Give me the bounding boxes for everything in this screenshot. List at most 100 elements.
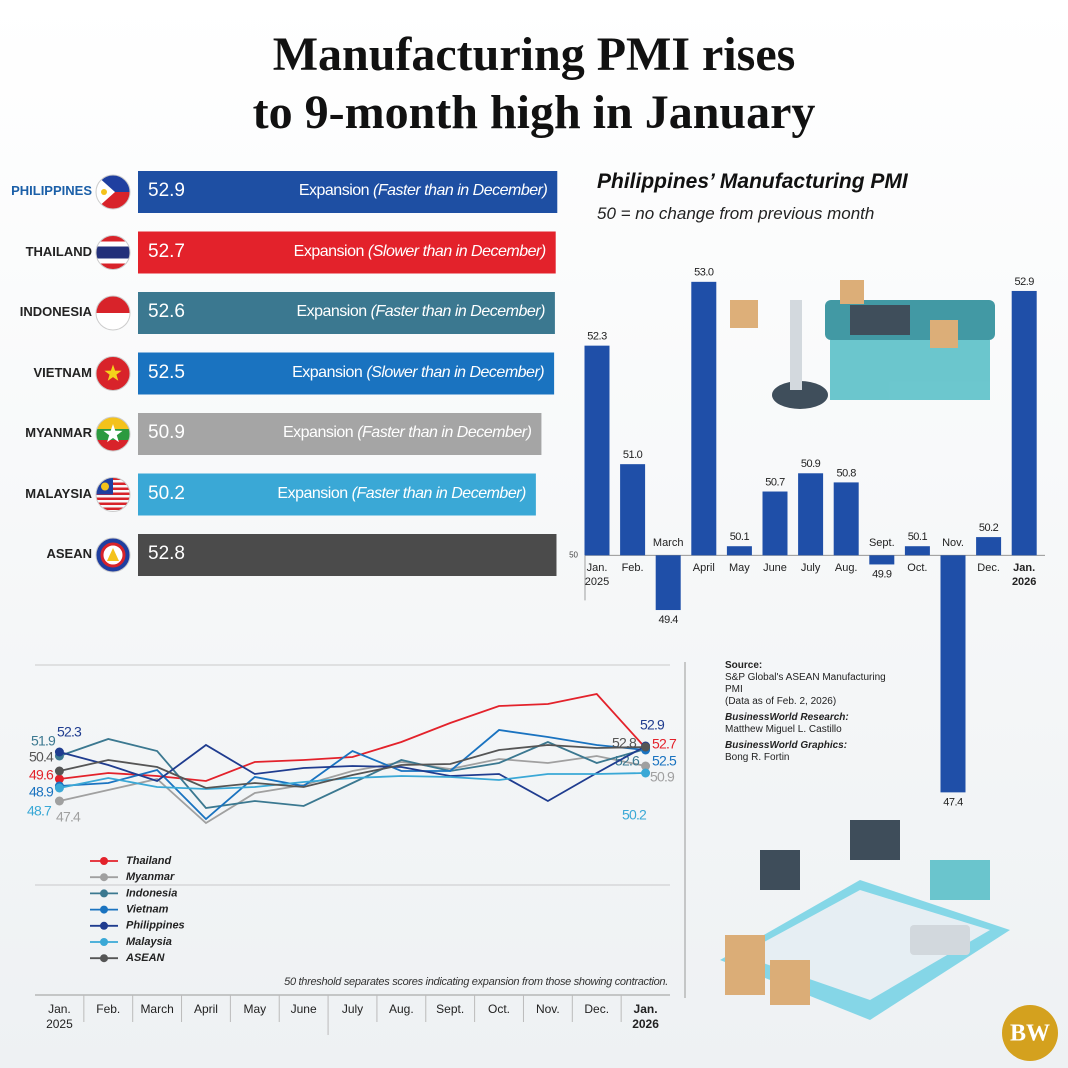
credit-research-label: BusinessWorld Research: — [725, 712, 849, 723]
comparison: (Faster than in December) — [373, 182, 548, 199]
x-tick-label: June — [763, 562, 787, 575]
country-name: VIETNAM — [33, 364, 93, 380]
status-text: Expansion (Slower than in December) — [138, 363, 545, 382]
flag-emblem — [107, 548, 119, 561]
country-name: MALAYSIA — [25, 485, 92, 501]
x-tick-label: March — [140, 1002, 174, 1016]
flag-border — [95, 356, 131, 391]
chart-subtitle: 50 = no change from previous month — [597, 204, 875, 223]
series-line — [59, 772, 646, 790]
bar — [869, 555, 895, 565]
end-label: 49.6 — [29, 767, 54, 783]
x-tick-label: Jan. 2026 — [1011, 562, 1037, 589]
country-name: MYANMAR — [25, 425, 92, 440]
x-tick-label: July — [341, 1002, 364, 1016]
end-label: 50.9 — [650, 769, 675, 785]
end-dot — [54, 747, 64, 757]
value-label: 50.8 — [836, 467, 856, 479]
value-label: 50.1 — [730, 531, 750, 543]
value-label: 53.0 — [694, 267, 714, 279]
end-label: 52.6 — [615, 753, 640, 769]
flag-star — [103, 424, 123, 443]
country-bar — [138, 413, 542, 455]
country-bar — [138, 534, 557, 576]
x-tick-label: Oct. — [907, 562, 928, 575]
legend-label: ASEAN — [125, 952, 166, 964]
flag-border — [95, 537, 131, 573]
series-line — [59, 743, 647, 803]
end-label: 51.9 — [31, 733, 56, 749]
value-label: 49.4 — [658, 614, 678, 626]
legend-label: Myanmar — [126, 871, 175, 883]
country-name: ASEAN — [46, 546, 92, 561]
value-label: 51.0 — [623, 449, 643, 461]
end-dot — [641, 768, 651, 778]
flag — [96, 538, 130, 572]
status: Expansion — [277, 484, 348, 502]
end-dot — [641, 761, 651, 771]
end-label: 52.3 — [57, 724, 82, 740]
value-label: 52.6 — [148, 301, 185, 322]
x-tick-label: Aug. — [834, 562, 858, 575]
bar — [1011, 290, 1037, 556]
x-tick-label: Nov. — [535, 1002, 560, 1016]
flag-border — [95, 416, 131, 452]
end-dot — [54, 766, 64, 776]
x-tick-label: Sept. — [868, 537, 895, 550]
end-label: 47.4 — [56, 809, 81, 825]
flag-part — [96, 497, 130, 500]
bar — [762, 491, 788, 556]
credits: Source: S&P Global's ASEAN Manufacturing … — [725, 660, 895, 764]
legend-label: Philippines — [126, 920, 185, 932]
value-label: 52.5 — [148, 361, 185, 383]
value-label: 50.9 — [801, 458, 821, 470]
flag-part — [96, 246, 130, 259]
country-bar — [138, 292, 555, 334]
status-text: Expansion (Slower than in December) — [138, 243, 547, 261]
x-tick-label: July — [800, 562, 821, 575]
x-tick-label: Dec. — [977, 562, 1000, 575]
x-tick-label: June — [290, 1002, 317, 1016]
x-tick-label: Aug. — [389, 1002, 414, 1016]
flag-part — [96, 417, 130, 429]
flag — [96, 417, 130, 451]
x-tick-label: May — [243, 1002, 267, 1016]
x-tick-label: Dec. — [584, 1002, 610, 1016]
end-dot — [54, 774, 64, 784]
value-label: 52.8 — [148, 543, 185, 564]
status: Expansion — [282, 424, 354, 441]
country-bar — [138, 352, 555, 395]
bar — [904, 546, 930, 556]
x-tick-label: Nov. — [942, 537, 964, 550]
illustration — [720, 280, 1010, 1020]
series-line — [59, 744, 646, 789]
end-label: 48.7 — [27, 803, 52, 819]
logo-badge — [1002, 1005, 1058, 1061]
chart-title: Philippines’ Manufacturing PMI — [597, 170, 908, 193]
legend-dot — [100, 873, 108, 882]
x-tick-label: Jan. 2025 — [46, 1002, 73, 1031]
end-dot — [54, 796, 64, 806]
comparison: (Slower than in December) — [366, 363, 545, 381]
bar — [976, 537, 1002, 556]
status-text: Expansion (Faster than in December) — [138, 303, 545, 321]
flag-border — [95, 235, 131, 270]
flag-part — [96, 440, 130, 451]
flag-border — [95, 295, 131, 331]
series-line — [59, 738, 646, 809]
x-tick-label: Oct. — [488, 1002, 511, 1016]
flag — [96, 356, 130, 391]
series-line — [59, 693, 647, 782]
legend-label: Malaysia — [126, 936, 172, 948]
x-tick-label: Jan. 2026 — [632, 1002, 659, 1031]
status: Expansion — [292, 363, 363, 381]
bar — [940, 555, 966, 793]
bar — [691, 281, 717, 556]
flag — [96, 296, 130, 330]
legend-dot — [100, 905, 108, 914]
title: Manufacturing PMI rises to 9-month high … — [252, 28, 816, 139]
bar — [726, 546, 752, 556]
series-line — [59, 729, 646, 821]
x-tick-label: May — [729, 562, 750, 575]
